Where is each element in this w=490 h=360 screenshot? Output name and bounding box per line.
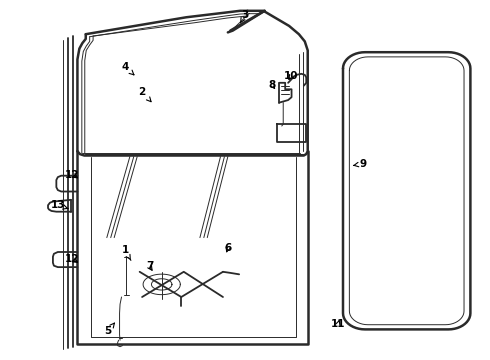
Text: 7: 7 <box>146 261 153 271</box>
Text: 6: 6 <box>224 243 231 253</box>
Text: 8: 8 <box>269 80 275 90</box>
Text: 2: 2 <box>139 87 151 102</box>
Text: 9: 9 <box>353 159 366 169</box>
Text: 12: 12 <box>65 170 80 180</box>
Text: 5: 5 <box>104 323 115 336</box>
Text: 13: 13 <box>50 200 68 210</box>
Text: 12: 12 <box>65 254 80 264</box>
Text: 1: 1 <box>122 245 131 260</box>
Text: 10: 10 <box>284 71 299 81</box>
Text: 11: 11 <box>331 319 345 329</box>
Text: 4: 4 <box>121 62 134 75</box>
Text: 3: 3 <box>241 10 248 23</box>
